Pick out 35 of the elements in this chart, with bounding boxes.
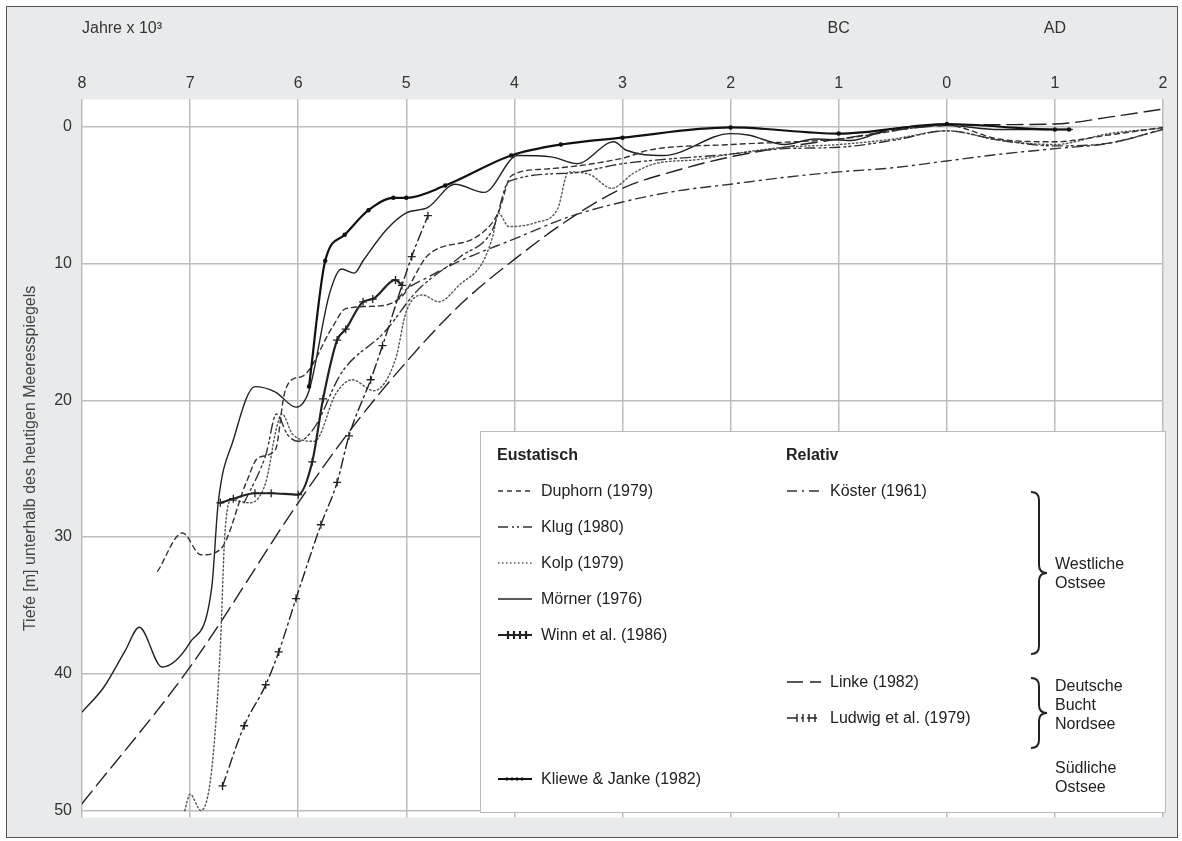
x-tick-label: 5 <box>401 74 411 92</box>
x-tick-label: 7 <box>185 74 195 92</box>
legend-label: Winn et al. (1986) <box>541 626 668 644</box>
x-tick-label: 2 <box>726 74 736 92</box>
x-tick-label: 1 <box>1050 74 1060 92</box>
annotation: Relativ <box>786 446 839 464</box>
x-axis-title: Jahre x 10³ <box>82 19 163 37</box>
legend-label: Linke (1982) <box>830 672 919 691</box>
x-tick-label: 0 <box>942 74 952 92</box>
annotation: Südliche Ostsee <box>1055 758 1118 796</box>
y-tick-label: 10 <box>54 253 73 271</box>
y-axis-title: Tiefe [m] unterhalb des heutigen Meeresspiegels <box>21 285 39 632</box>
y-tick-label: 20 <box>54 390 73 408</box>
legend-label: Kolp (1979) <box>541 554 624 572</box>
annotation: Eustatisch <box>497 446 578 464</box>
legend-label: Duphorn (1979) <box>541 482 654 500</box>
y-tick-label: 40 <box>54 664 73 682</box>
annotation: Deutsche Bucht Nordsee <box>1055 676 1124 733</box>
x-tick-label: 1 <box>834 74 844 92</box>
legend-label: Köster (1961) <box>830 482 927 500</box>
legend-label: Klug (1980) <box>541 518 624 536</box>
legend-label: Mörner (1976) <box>541 590 643 608</box>
y-tick-label: 50 <box>54 800 73 818</box>
annotation: Westliche Ostsee <box>1055 554 1126 592</box>
text: AD <box>1043 19 1067 37</box>
legend-label: Ludwig et al. (1979) <box>830 708 971 727</box>
x-tick-label: 2 <box>1158 74 1168 92</box>
x-tick-label: 4 <box>509 74 519 92</box>
y-tick-label: 0 <box>63 117 73 135</box>
text: BC <box>827 19 850 37</box>
y-tick-label: 30 <box>54 527 73 545</box>
legend-label: Kliewe & Janke (1982) <box>541 770 702 788</box>
x-tick-label: 3 <box>618 74 628 92</box>
x-tick-label: 6 <box>293 74 303 92</box>
x-tick-label: 8 <box>77 74 87 92</box>
